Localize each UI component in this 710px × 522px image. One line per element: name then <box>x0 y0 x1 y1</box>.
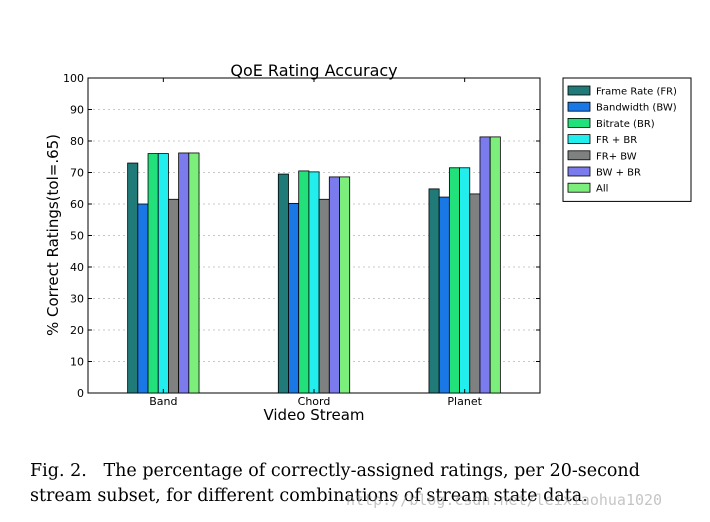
y-tick-label: 0 <box>77 387 84 400</box>
bar-chord-0 <box>277 173 289 394</box>
legend-swatch <box>567 150 591 161</box>
legend-label: FR + BR <box>596 135 637 146</box>
bar-band-2 <box>147 153 159 394</box>
chart: 0 10 20 30 40 50 60 70 80 90 100 Band Chord Planet Q… <box>44 61 692 424</box>
bar-chord-1 <box>288 202 300 394</box>
bar-planet-2 <box>448 167 460 394</box>
y-tick-label: 100 <box>63 72 84 85</box>
legend-swatch <box>567 101 591 112</box>
bar-band-6 <box>188 152 200 394</box>
x-axis-title: Video Stream <box>263 406 364 424</box>
bar-band-0 <box>127 162 139 394</box>
y-tick-label: 40 <box>70 261 84 274</box>
chart-title: QoE Rating Accuracy <box>230 61 397 80</box>
y-tick-label: 30 <box>70 293 84 306</box>
bar-band-1 <box>137 203 149 394</box>
y-tick-label: 70 <box>70 167 84 180</box>
bar-planet-3 <box>459 167 471 394</box>
bar-chord-4 <box>318 198 330 394</box>
watermark: http://blog.csdn.net/leixiaohua1020 <box>346 491 663 509</box>
y-axis-title: % Correct Ratings(tol=.65) <box>44 134 62 336</box>
legend-swatch <box>567 118 591 128</box>
bar-band-4 <box>168 198 180 394</box>
bar-band-5 <box>178 152 190 394</box>
legend-swatch <box>567 166 591 177</box>
legend-label: Bandwidth (BW) <box>596 103 677 114</box>
x-tick-label: Chord <box>298 395 331 408</box>
legend-swatch <box>567 85 591 96</box>
legend-label: FR+ BW <box>596 151 637 162</box>
legend-label: BW + BR <box>596 168 641 179</box>
legend: Frame Rate (FR) Bandwidth (BW) Bitrate (BR… <box>562 77 692 202</box>
y-ticks: 0 10 20 30 40 50 60 70 80 90 100 <box>63 72 540 400</box>
legend-label: Bitrate (BR) <box>596 119 655 130</box>
bar-planet-1 <box>438 196 450 394</box>
legend-label: All <box>596 184 608 195</box>
bar-chord-2 <box>298 170 310 394</box>
bars <box>127 136 501 394</box>
bar-chord-3 <box>308 171 320 394</box>
x-tick-label: Band <box>149 395 177 408</box>
bar-planet-0 <box>428 188 440 394</box>
legend-label: Frame Rate (FR) <box>596 87 677 98</box>
y-tick-label: 90 <box>70 104 84 117</box>
legend-swatch <box>567 134 591 145</box>
bar-band-3 <box>157 153 169 394</box>
y-tick-label: 80 <box>70 135 84 148</box>
bar-planet-6 <box>489 136 501 394</box>
y-tick-label: 60 <box>70 198 84 211</box>
bar-chord-6 <box>339 176 351 394</box>
y-tick-label: 50 <box>70 230 84 243</box>
y-tick-label: 10 <box>70 356 84 369</box>
figure-caption: Fig. 2. The percentage of correctly-assi… <box>30 461 646 506</box>
legend-swatch <box>567 182 591 193</box>
bar-planet-4 <box>469 193 481 394</box>
bar-chord-5 <box>328 176 340 394</box>
x-ticks: Band Chord Planet <box>149 78 483 408</box>
x-tick-label: Planet <box>447 395 482 408</box>
y-tick-label: 20 <box>70 324 84 337</box>
bar-planet-5 <box>479 136 491 394</box>
